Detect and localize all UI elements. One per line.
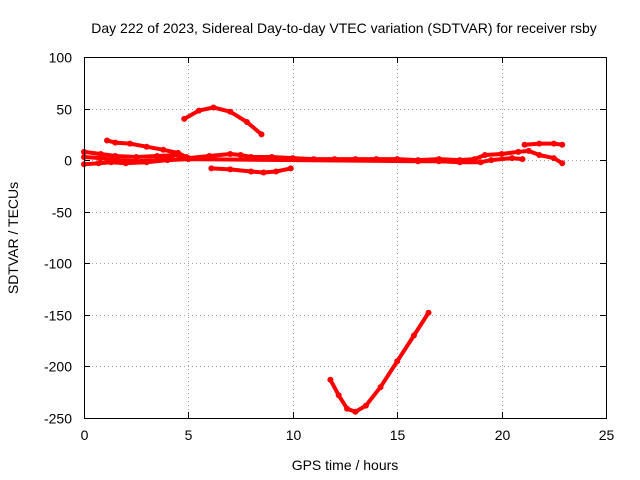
data-point (536, 152, 543, 158)
data-point (498, 151, 505, 157)
y-axis-title: SDTVAR / TECUs (5, 182, 21, 294)
data-point (227, 108, 234, 115)
x-axis-title: GPS time / hours (292, 457, 399, 473)
chart-title: Day 222 of 2023, Sidereal Day-to-day VTE… (91, 20, 597, 36)
data-point (519, 156, 526, 163)
data-point (488, 157, 495, 164)
data-point (425, 309, 432, 316)
data-point (415, 158, 422, 165)
data-point (227, 151, 234, 157)
data-point (126, 140, 133, 147)
data-point (97, 151, 104, 157)
y-tick-label: -250 (44, 411, 72, 427)
x-tick-label: 5 (185, 427, 193, 443)
x-tick-label: 25 (599, 427, 615, 443)
series-line (328, 310, 431, 414)
data-point (456, 159, 463, 166)
data-point (481, 152, 488, 158)
y-tick-label: 100 (49, 50, 73, 66)
data-point (97, 155, 104, 162)
data-point (515, 148, 522, 155)
data-point (95, 160, 102, 167)
y-tick-label: -200 (44, 359, 72, 375)
data-point (273, 168, 280, 175)
data-point (394, 358, 401, 365)
data-point (160, 146, 167, 153)
data-point (175, 152, 181, 158)
x-tick-label: 0 (81, 427, 89, 443)
y-tick-label: -50 (52, 205, 72, 221)
data-point (114, 157, 121, 164)
data-point (133, 158, 140, 165)
tick-marks (84, 57, 607, 419)
x-tick-label: 15 (390, 427, 406, 443)
data-point (227, 166, 234, 173)
x-tick-label: 20 (495, 427, 511, 443)
y-tick-labels: -250 -200 -150 -100 -50 0 50 100 (44, 50, 72, 427)
data-point (210, 104, 217, 111)
data-point (237, 152, 244, 158)
data-point (352, 408, 359, 415)
data-point (436, 158, 442, 165)
data-point (536, 140, 543, 147)
data-point (104, 137, 110, 144)
data-point (559, 141, 566, 148)
data-point (377, 384, 384, 391)
data-point (550, 155, 557, 162)
data-point (208, 165, 215, 172)
data-point (521, 141, 528, 148)
y-tick-label: 50 (56, 102, 72, 118)
y-tick-label: -150 (44, 308, 72, 324)
series-line (182, 105, 264, 137)
x-tick-label: 10 (286, 427, 302, 443)
data-point (260, 169, 267, 176)
data-point (477, 159, 484, 166)
series-group (81, 104, 566, 415)
data-point (195, 107, 202, 114)
y-tick-label: 0 (64, 153, 72, 169)
data-point (112, 139, 119, 146)
data-point (248, 168, 254, 175)
data-point (258, 131, 265, 138)
data-point (327, 376, 334, 383)
data-point (154, 157, 161, 164)
data-point (344, 405, 351, 412)
data-point (362, 402, 369, 409)
data-point (143, 143, 150, 150)
series-line (522, 141, 565, 147)
data-point (525, 147, 532, 154)
data-point (559, 160, 566, 167)
data-point (335, 392, 342, 399)
data-point (133, 154, 140, 160)
y-tick-label: -100 (44, 256, 72, 272)
data-point (168, 154, 175, 160)
data-point (287, 165, 294, 172)
grid (84, 57, 606, 418)
data-point (509, 155, 515, 162)
data-point (154, 153, 161, 159)
x-tick-labels: 0 5 10 15 20 25 (81, 427, 615, 443)
data-point (185, 156, 192, 163)
plot-frame (84, 57, 607, 419)
data-point (410, 332, 417, 339)
data-point (243, 119, 250, 125)
data-point (550, 140, 557, 147)
data-point (181, 115, 188, 122)
